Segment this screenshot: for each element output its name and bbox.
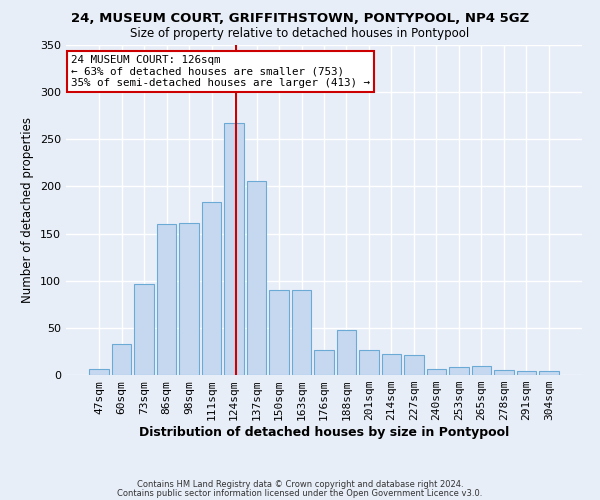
Bar [404, 355, 424, 375]
Text: 24 MUSEUM COURT: 126sqm
← 63% of detached houses are smaller (753)
35% of semi-d: 24 MUSEUM COURT: 126sqm ← 63% of detache… [71, 55, 370, 88]
Bar [494, 370, 514, 375]
Bar [539, 371, 559, 375]
Bar [269, 290, 289, 375]
Text: Size of property relative to detached houses in Pontypool: Size of property relative to detached ho… [130, 28, 470, 40]
X-axis label: Distribution of detached houses by size in Pontypool: Distribution of detached houses by size … [139, 426, 509, 439]
Bar [134, 284, 154, 375]
Text: Contains public sector information licensed under the Open Government Licence v3: Contains public sector information licen… [118, 488, 482, 498]
Bar [112, 344, 131, 375]
Bar [179, 223, 199, 375]
Bar [224, 124, 244, 375]
Bar [89, 370, 109, 375]
Bar [314, 350, 334, 375]
Text: 24, MUSEUM COURT, GRIFFITHSTOWN, PONTYPOOL, NP4 5GZ: 24, MUSEUM COURT, GRIFFITHSTOWN, PONTYPO… [71, 12, 529, 26]
Bar [472, 366, 491, 375]
Bar [157, 224, 176, 375]
Y-axis label: Number of detached properties: Number of detached properties [22, 117, 34, 303]
Bar [202, 202, 221, 375]
Bar [337, 330, 356, 375]
Bar [292, 290, 311, 375]
Bar [449, 366, 469, 375]
Bar [517, 371, 536, 375]
Text: Contains HM Land Registry data © Crown copyright and database right 2024.: Contains HM Land Registry data © Crown c… [137, 480, 463, 489]
Bar [359, 350, 379, 375]
Bar [427, 370, 446, 375]
Bar [382, 354, 401, 375]
Bar [247, 181, 266, 375]
